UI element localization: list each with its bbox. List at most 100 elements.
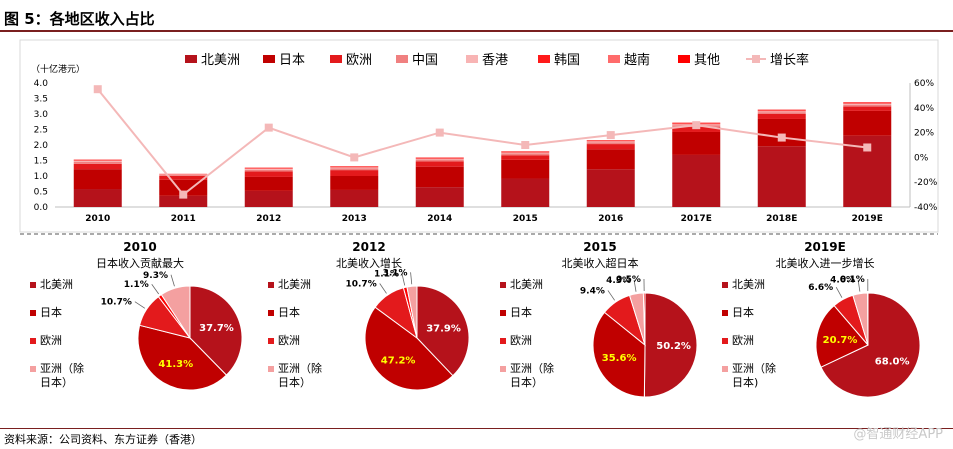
pie-legend-label: 日本 (732, 305, 754, 319)
legend-swatch (185, 55, 197, 63)
pie-legend-swatch (722, 366, 728, 372)
growth-rate-point (692, 121, 701, 130)
bar-segment-3 (415, 159, 464, 162)
y-tick-label: 2.5 (34, 126, 48, 136)
bar-segment-3 (843, 104, 892, 107)
bar-segment-1 (672, 131, 721, 155)
y-tick-label: 0.0 (34, 203, 49, 213)
bar-segment-1 (159, 179, 208, 196)
bar-segment-3 (586, 142, 635, 145)
legend-label: 其他 (694, 53, 720, 68)
bar-segment-5 (73, 160, 122, 161)
pie-legend-swatch (268, 338, 274, 344)
pie-title: 2010 (123, 240, 156, 254)
bottom-rule (0, 428, 953, 429)
y-tick-label: 3.0 (34, 110, 49, 120)
legend-label: 韩国 (554, 53, 580, 68)
x-tick-label: 2013 (342, 214, 367, 224)
y2-tick-label: 40% (914, 104, 934, 114)
bar-segment-3 (159, 175, 208, 176)
bar-segment-0 (330, 189, 379, 207)
bar-segment-0 (501, 178, 550, 207)
pie-legend-swatch (30, 282, 36, 288)
legend-label: 北美洲 (201, 53, 240, 68)
figure-title: 图 5：各地区收入占比 (4, 10, 155, 28)
pie-leader-line (134, 301, 146, 309)
bar-segment-3 (244, 169, 293, 172)
pie-value-label: 35.6% (602, 353, 637, 364)
pie-slice (364, 306, 454, 391)
pie-slice (820, 292, 921, 398)
pie-value-label: 68.0% (875, 356, 910, 367)
bar-segment-5 (757, 110, 806, 112)
pie-slice (160, 285, 191, 340)
legend-swatch (538, 55, 550, 63)
y2-tick-label: -40% (914, 203, 938, 213)
pie-legend-swatch (268, 310, 274, 316)
pie-legend-label: 亚洲（除 (278, 361, 322, 375)
pie-value-label: 9.4% (580, 286, 605, 296)
pie-title: 2019E (804, 240, 846, 254)
bar-segment-0 (586, 169, 635, 207)
pie-legend-label: 亚洲（除 (510, 361, 554, 375)
x-tick-label: 2017E (681, 214, 712, 224)
y-tick-label: 1.0 (34, 172, 49, 182)
pie-value-label: 1.1% (124, 280, 149, 290)
bar-segment-0 (159, 195, 208, 207)
bar-segment-0 (415, 187, 464, 207)
y2-tick-label: -20% (914, 178, 938, 188)
bar-segment-5 (501, 151, 550, 153)
bar-segment-0 (757, 146, 806, 207)
growth-rate-point (777, 133, 786, 142)
bar-segment-7 (757, 109, 806, 111)
y-tick-label: 3.5 (34, 95, 48, 105)
bar-segment-2 (244, 171, 293, 177)
bar-segment-2 (843, 106, 892, 111)
pie-legend-label: 日本 (510, 305, 532, 319)
bar-segment-1 (757, 118, 806, 147)
pie-slice (137, 324, 228, 391)
bar-segment-1 (843, 110, 892, 136)
pie-slice (643, 292, 698, 398)
bar-segment-4 (843, 103, 892, 105)
source-note: 资料来源：公司资料、东方证券（香港） (4, 433, 202, 446)
pie-value-label: 0.5% (616, 275, 641, 285)
pie-slice (416, 285, 470, 377)
bar-segment-5 (330, 166, 379, 168)
bar-segment-4 (73, 160, 122, 162)
x-tick-label: 2019E (852, 214, 883, 224)
legend-label: 日本 (279, 53, 305, 68)
pie-value-label: 50.2% (656, 341, 691, 352)
bar-segment-3 (757, 112, 806, 114)
bar-segment-3 (73, 161, 122, 164)
pie-legend-swatch (722, 338, 728, 344)
pie-value-label: 20.7% (823, 335, 858, 346)
x-tick-label: 2014 (427, 214, 452, 224)
pie-legend-label: 日本 (278, 305, 300, 319)
pie-subtitle: 北美收入超日本 (562, 256, 639, 270)
pie-slice (406, 285, 418, 339)
y-tick-label: 2.0 (34, 141, 49, 151)
pie-value-label: 6.6% (808, 283, 833, 293)
growth-rate-point (521, 141, 530, 149)
pie-subtitle: 北美收入进一步增长 (776, 256, 875, 270)
pie-legend-label: 欧洲 (278, 334, 300, 347)
pie-value-label: 4.6% (830, 276, 855, 286)
pie-subtitle: 日本收入贡献最大 (96, 256, 184, 270)
y2-tick-label: 60% (914, 79, 934, 89)
legend-swatch (466, 55, 478, 63)
bar-segment-5 (415, 158, 464, 159)
y2-tick-label: 20% (914, 129, 934, 139)
pie-leader-line (857, 279, 861, 292)
pie-leader-line (410, 272, 413, 285)
pie-legend-label: 日本） (278, 375, 311, 389)
pie-legend-label: 日本） (40, 375, 73, 389)
pie-legend-swatch (30, 338, 36, 344)
top-rule (0, 30, 953, 32)
bar-segment-2 (672, 127, 721, 132)
bar-segment-7 (843, 102, 892, 103)
x-tick-label: 2016 (598, 214, 623, 224)
pie-value-label: 10.7% (345, 280, 376, 290)
bar-segment-0 (672, 154, 721, 207)
bar-segment-0 (244, 190, 293, 207)
